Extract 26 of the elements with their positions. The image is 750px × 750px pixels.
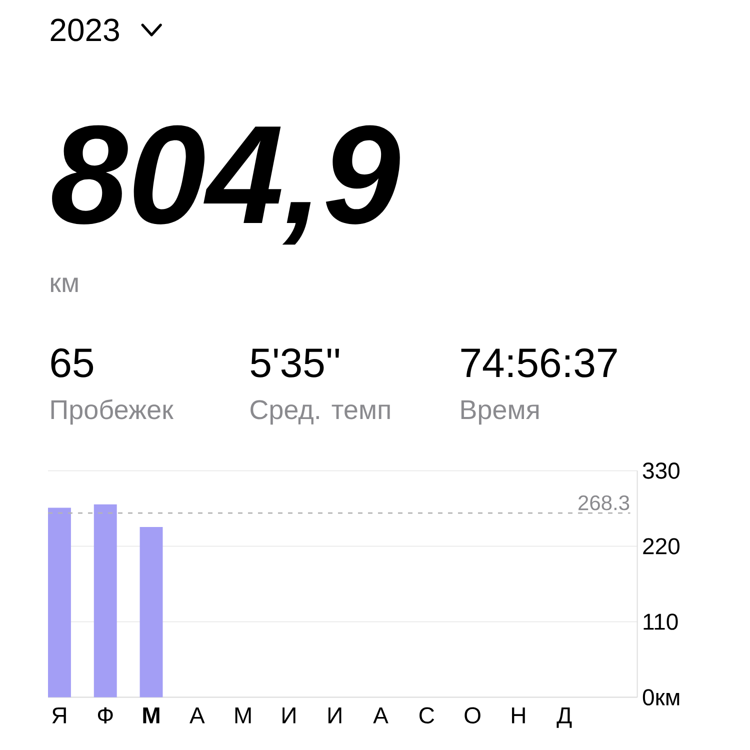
text: 65 (51, 348, 94, 378)
x-tick-label: М (235, 707, 251, 724)
y-tick-label: 220 (643, 538, 680, 554)
text: 74:56:37 (461, 348, 617, 378)
text: Время (461, 400, 539, 425)
x-tick-label: Я (52, 707, 66, 724)
x-tick-label: О (464, 707, 480, 724)
x-tick-label: И (328, 707, 342, 724)
x-tick-label: А (373, 707, 388, 724)
text: 2023 (50, 18, 119, 42)
x-tick-label: Н (512, 707, 525, 724)
text: Пробежек (51, 399, 174, 425)
x-tick-label: М (143, 707, 160, 724)
y-tick-label: 0км (642, 689, 680, 706)
x-tick-label: Ф (98, 707, 113, 724)
text: 804,9 (52, 125, 400, 245)
x-tick-label: А (190, 707, 205, 724)
x-tick-label: Д (556, 707, 572, 728)
text: Сред. темп (250, 400, 390, 425)
ref-line-label: 268.3 (578, 495, 630, 510)
y-tick-label: 110 (644, 614, 678, 630)
x-tick-label: И (282, 707, 296, 724)
text: 5'35'' (250, 348, 340, 378)
text: км (51, 278, 78, 292)
y-tick-label: 330 (642, 462, 680, 479)
x-tick-label: С (420, 707, 434, 724)
